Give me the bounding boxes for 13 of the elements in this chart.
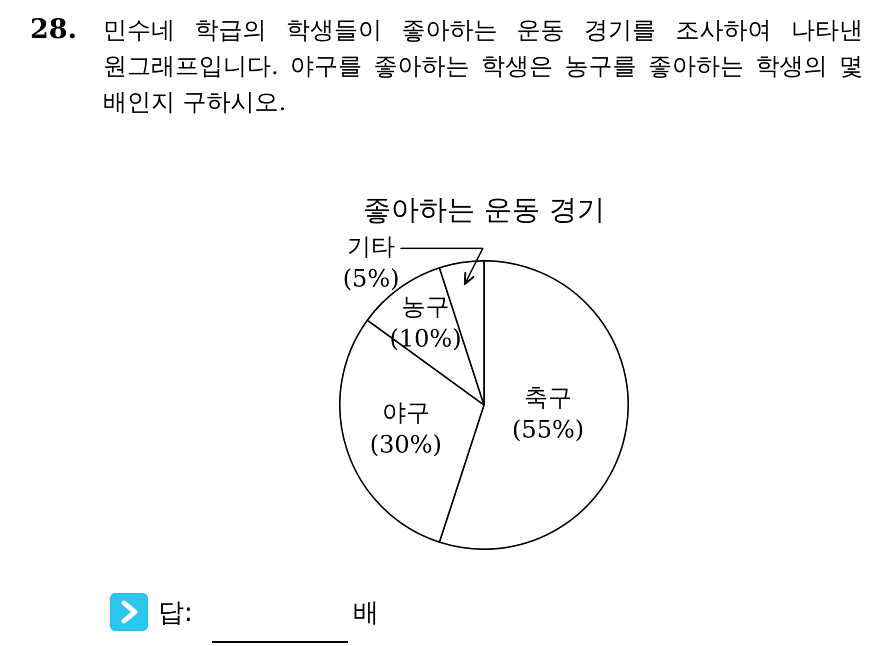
slice-label: 야구 [382,398,430,427]
text: 배 [353,597,379,630]
slice-label: 농구 [402,292,450,321]
text: 28. [30,13,77,47]
text: 답: [158,597,193,630]
data-label: (10%) [389,324,462,353]
slice-label: 축구 [524,383,572,412]
data-label: (30%) [370,430,442,459]
data-label: (55%) [512,415,584,444]
data-label: (5%) [342,264,400,293]
text: 민수네 학급의 학생들이 좋아하는 운동 경기를 조사하여 나타낸 원그래프입니다. 야구를 좋아하는 학생은 농구를 좋아하는 학생의 몇 배인지 구하시오. [103,15,863,118]
slice-label: 기타 [347,232,396,261]
chart-title: 좋아하는 운동 경기 [362,192,606,228]
